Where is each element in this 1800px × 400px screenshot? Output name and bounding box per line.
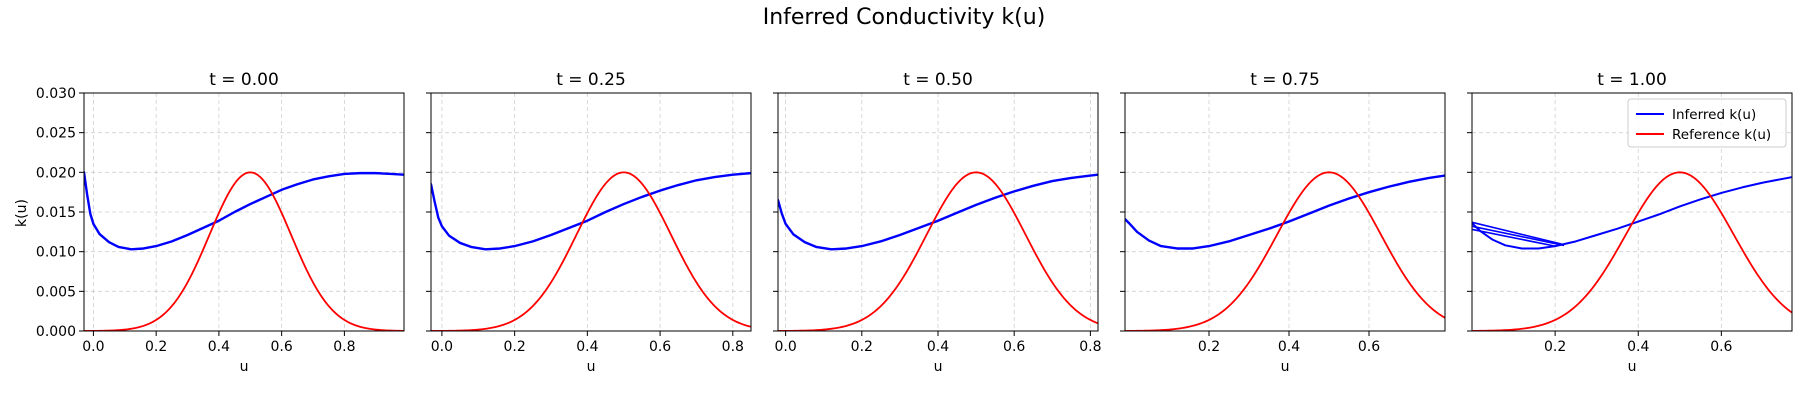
subplot-3: 0.0 0.2 0.4 0.6 0.8 t = 0.50 u	[773, 70, 1102, 375]
subplot-title: t = 1.00	[1597, 70, 1667, 90]
series-inferred-line	[1472, 228, 1556, 247]
y-tick-label: 0.025	[36, 126, 76, 142]
series-inferred-line	[778, 173, 1098, 251]
subplot-1: 0.0 0.2 0.4 0.6 0.8 0.000 0.005 0.010 0.015 0.020…	[36, 70, 405, 375]
x-tick-label: 0.2	[851, 339, 873, 355]
y-tick-label: 0.020	[36, 165, 76, 181]
legend-label-inferred: Inferred k(u)	[1672, 107, 1756, 123]
x-tick-label: 0.0	[82, 339, 104, 355]
x-tick-label: 0.4	[927, 339, 949, 355]
subplot-title: t = 0.00	[209, 70, 279, 90]
x-axis-label: u	[240, 359, 249, 375]
x-tick-label: 0.2	[145, 339, 167, 355]
series-inferred-line	[84, 171, 404, 251]
y-tick-label: 0.005	[36, 284, 76, 300]
figure-title: Inferred Conductivity k(u)	[763, 5, 1046, 30]
x-tick-label: 0.6	[271, 339, 293, 355]
x-tick-label: 0.6	[1710, 339, 1732, 355]
series-reference-line	[431, 171, 751, 331]
y-tick-label: 0.030	[36, 86, 76, 102]
series-reference-line	[1472, 171, 1792, 331]
x-tick-label: 0.2	[504, 339, 526, 355]
x-tick-label: 0.0	[431, 339, 453, 355]
x-tick-label: 0.0	[774, 339, 796, 355]
y-tick-label: 0.000	[36, 324, 76, 340]
x-tick-label: 0.4	[1278, 339, 1300, 355]
x-tick-label: 0.4	[576, 339, 598, 355]
series-inferred-line	[1472, 221, 1565, 246]
subplot-4: 0.2 0.4 0.6 t = 0.75 u	[1120, 70, 1446, 375]
x-tick-label: 0.8	[722, 339, 744, 355]
x-tick-label: 0.6	[1358, 339, 1380, 355]
x-tick-label: 0.6	[1003, 339, 1025, 355]
y-tick-label: 0.015	[36, 205, 76, 221]
legend: Inferred k(u) Reference k(u)	[1627, 98, 1787, 148]
x-tick-label: 0.4	[1627, 339, 1649, 355]
x-axis-label: u	[587, 359, 596, 375]
subplots: 0.0 0.2 0.4 0.6 0.8 0.000 0.005 0.010 0.015 0.020…	[36, 70, 1793, 375]
legend-box	[1627, 98, 1787, 148]
subplot-title: t = 0.25	[556, 70, 626, 90]
series-reference-line	[84, 171, 404, 331]
x-axis-label: u	[1281, 359, 1290, 375]
series-inferred-line	[1472, 225, 1565, 247]
x-tick-label: 0.2	[1198, 339, 1220, 355]
subplot-title: t = 0.50	[903, 70, 973, 90]
legend-label-reference: Reference k(u)	[1672, 127, 1771, 143]
plot-area	[1125, 93, 1445, 331]
x-tick-label: 0.4	[208, 339, 230, 355]
x-tick-label: 0.8	[1079, 339, 1101, 355]
plot-area	[431, 93, 751, 331]
series-inferred-line	[1125, 174, 1445, 250]
x-tick-label: 0.6	[649, 339, 671, 355]
plot-area	[84, 93, 404, 331]
y-tick-label: 0.010	[36, 245, 76, 261]
series-inferred-line	[431, 171, 751, 251]
subplot-title: t = 0.75	[1250, 70, 1320, 90]
series-inferred-line	[1472, 176, 1792, 250]
x-axis-label: u	[1628, 359, 1637, 375]
y-axis-label: k(u)	[14, 199, 30, 227]
series-reference-line	[778, 171, 1098, 331]
x-tick-label: 0.8	[333, 339, 355, 355]
x-tick-label: 0.2	[1544, 339, 1566, 355]
subplot-2: 0.0 0.2 0.4 0.6 0.8 t = 0.25 u	[426, 70, 752, 375]
series-reference-line	[1125, 171, 1445, 331]
x-axis-label: u	[934, 359, 943, 375]
